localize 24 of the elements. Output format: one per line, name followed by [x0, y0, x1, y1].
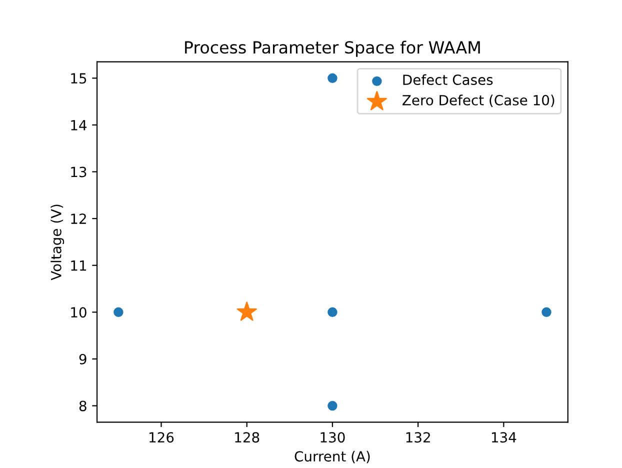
y-tick-label: 11	[71, 260, 86, 271]
x-axis-title: Current (A)	[294, 450, 370, 464]
x-tick-label: 126	[150, 432, 174, 443]
x-tick-label: 134	[492, 432, 516, 443]
x-tick-label: 132	[406, 432, 430, 443]
point	[542, 307, 552, 318]
x-tick-label: 130	[320, 432, 345, 443]
point	[328, 307, 338, 318]
legend-label: Zero Defect (Case 10)	[402, 94, 554, 108]
chart-title: Process Parameter Space for WAAM	[185, 40, 480, 57]
point	[236, 302, 257, 321]
point	[328, 73, 338, 84]
y-tick-label: 8	[79, 400, 86, 412]
x-tick-label: 128	[235, 432, 260, 443]
y-axis-title: Voltage (V)	[50, 204, 64, 280]
y-tick-label: 9	[79, 354, 86, 364]
legend-label: Defect Cases	[403, 74, 493, 86]
point	[114, 307, 124, 318]
y-tick-label: 13	[71, 166, 86, 178]
y-tick-label: 10	[71, 307, 86, 318]
y-tick-label: 12	[71, 214, 86, 224]
point	[328, 400, 338, 411]
y-tick-label: 14	[71, 120, 87, 130]
y-tick-label: 15	[71, 73, 86, 84]
